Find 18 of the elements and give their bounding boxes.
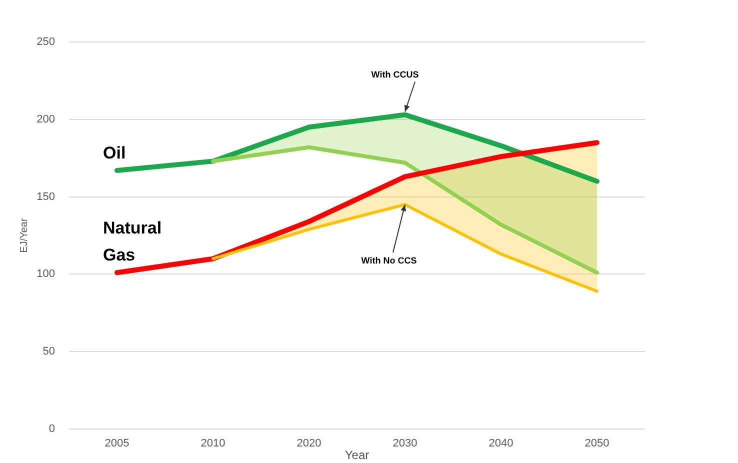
x-tick-label: 2010 bbox=[200, 438, 226, 450]
y-tick-label: 100 bbox=[36, 268, 55, 280]
series-label: Natural Gas bbox=[103, 218, 162, 265]
annotation: With No CCS bbox=[361, 256, 417, 266]
x-tick-label: 2050 bbox=[584, 438, 610, 450]
y-tick-label: 50 bbox=[42, 346, 55, 358]
annotation: With CCUS bbox=[371, 70, 419, 80]
y-axis-title: EJ/Year bbox=[18, 218, 30, 253]
x-tick-label: 2030 bbox=[392, 438, 418, 450]
y-tick-label: 200 bbox=[36, 113, 55, 126]
y-tick-label: 150 bbox=[36, 190, 55, 203]
x-tick-label: 2040 bbox=[488, 438, 514, 450]
x-tick-label: 2005 bbox=[104, 438, 130, 450]
x-axis-title: Year bbox=[344, 448, 370, 462]
y-tick-label: 250 bbox=[36, 36, 55, 48]
y-tick-label: 0 bbox=[48, 423, 55, 436]
x-tick-label: 2020 bbox=[296, 438, 322, 450]
series-label: Oil bbox=[103, 143, 126, 162]
